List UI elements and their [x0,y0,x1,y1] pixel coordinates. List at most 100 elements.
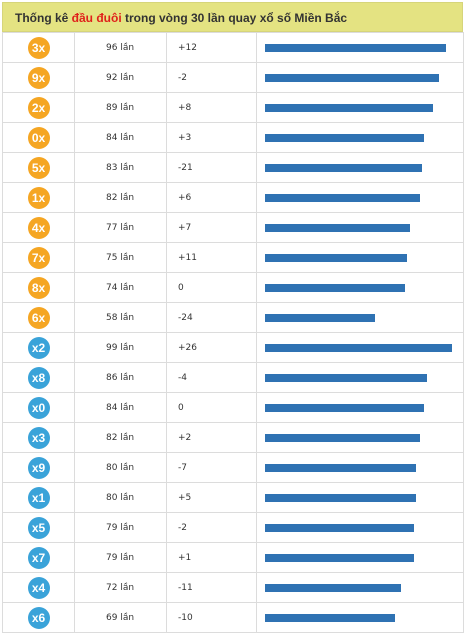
bar-cell [256,422,464,453]
number-badge: 1x [27,186,50,209]
number-badge: x6 [27,606,50,629]
frequency-bar [265,103,433,112]
diff-cell: +12 [166,32,257,63]
badge-cell: x4 [2,572,75,603]
badge-cell: x3 [2,422,75,453]
frequency-bar [265,373,427,382]
diff-cell: 0 [166,272,257,303]
diff-cell: +8 [166,92,257,123]
panel-title: Thống kê đầu đuôi trong vòng 30 lần quay… [2,2,463,32]
count-cell: 80 lần [74,482,167,513]
bar-cell [256,452,464,483]
badge-cell: 2x [2,92,75,123]
count-cell: 58 lần [74,302,167,333]
title-highlight: đầu đuôi [71,11,122,25]
bar-cell [256,242,464,273]
badge-cell: 5x [2,152,75,183]
number-badge: 4x [27,216,50,239]
stats-table-body: 3x 96 lần +12 9x 92 lần -2 2x 89 lần +8 0x 84 lần +… [2,32,464,633]
number-badge: 5x [27,156,50,179]
table-row: x1 80 lần +5 [2,482,464,513]
count-cell: 69 lần [74,602,167,633]
badge-cell: 4x [2,212,75,243]
frequency-bar [265,313,375,322]
table-row: x9 80 lần -7 [2,452,464,483]
count-cell: 82 lần [74,182,167,213]
bar-cell [256,362,464,393]
table-row: 8x 74 lần 0 [2,272,464,303]
stats-table: 3x 96 lần +12 9x 92 lần -2 2x 89 lần +8 0x 84 lần +… [2,32,464,633]
frequency-bar [265,403,424,412]
count-cell: 92 lần [74,62,167,93]
number-badge: 6x [27,306,50,329]
number-badge: x8 [27,366,50,389]
table-row: 7x 75 lần +11 [2,242,464,273]
count-cell: 72 lần [74,572,167,603]
bar-cell [256,152,464,183]
badge-cell: 3x [2,32,75,63]
table-row: x0 84 lần 0 [2,392,464,423]
badge-cell: x7 [2,542,75,573]
count-cell: 80 lần [74,452,167,483]
table-row: 4x 77 lần +7 [2,212,464,243]
count-cell: 77 lần [74,212,167,243]
table-row: x4 72 lần -11 [2,572,464,603]
diff-cell: +7 [166,212,257,243]
badge-cell: x9 [2,452,75,483]
table-row: x2 99 lần +26 [2,332,464,363]
number-badge: 0x [27,126,50,149]
count-cell: 75 lần [74,242,167,273]
number-badge: x1 [27,486,50,509]
title-suffix: trong vòng 30 lần quay xổ số Miền Bắc [121,11,348,25]
diff-cell: 0 [166,392,257,423]
table-row: 1x 82 lần +6 [2,182,464,213]
badge-cell: x8 [2,362,75,393]
frequency-bar [265,343,452,352]
badge-cell: x5 [2,512,75,543]
diff-cell: +3 [166,122,257,153]
count-cell: 74 lần [74,272,167,303]
frequency-bar [265,193,420,202]
diff-cell: +2 [166,422,257,453]
table-row: 5x 83 lần -21 [2,152,464,183]
bar-cell [256,542,464,573]
bar-cell [256,572,464,603]
diff-cell: +11 [166,242,257,273]
number-badge: x5 [27,516,50,539]
frequency-bar [265,163,422,172]
diff-cell: +26 [166,332,257,363]
bar-cell [256,272,464,303]
table-row: x3 82 lần +2 [2,422,464,453]
badge-cell: 9x [2,62,75,93]
badge-cell: 6x [2,302,75,333]
diff-cell: -10 [166,602,257,633]
bar-cell [256,212,464,243]
diff-cell: -11 [166,572,257,603]
table-row: 6x 58 lần -24 [2,302,464,333]
bar-cell [256,122,464,153]
count-cell: 79 lần [74,512,167,543]
frequency-bar [265,523,414,532]
count-cell: 99 lần [74,332,167,363]
count-cell: 86 lần [74,362,167,393]
count-cell: 79 lần [74,542,167,573]
number-badge: 8x [27,276,50,299]
bar-cell [256,512,464,543]
badge-cell: x6 [2,602,75,633]
number-badge: x0 [27,396,50,419]
frequency-bar [265,43,446,52]
badge-cell: 8x [2,272,75,303]
badge-cell: x1 [2,482,75,513]
table-row: x6 69 lần -10 [2,602,464,633]
table-row: 3x 96 lần +12 [2,32,464,63]
diff-cell: -2 [166,62,257,93]
frequency-bar [265,463,416,472]
table-row: x8 86 lần -4 [2,362,464,393]
diff-cell: +5 [166,482,257,513]
diff-cell: -7 [166,452,257,483]
count-cell: 84 lần [74,392,167,423]
frequency-bar [265,73,439,82]
number-badge: 2x [27,96,50,119]
frequency-bar [265,493,416,502]
